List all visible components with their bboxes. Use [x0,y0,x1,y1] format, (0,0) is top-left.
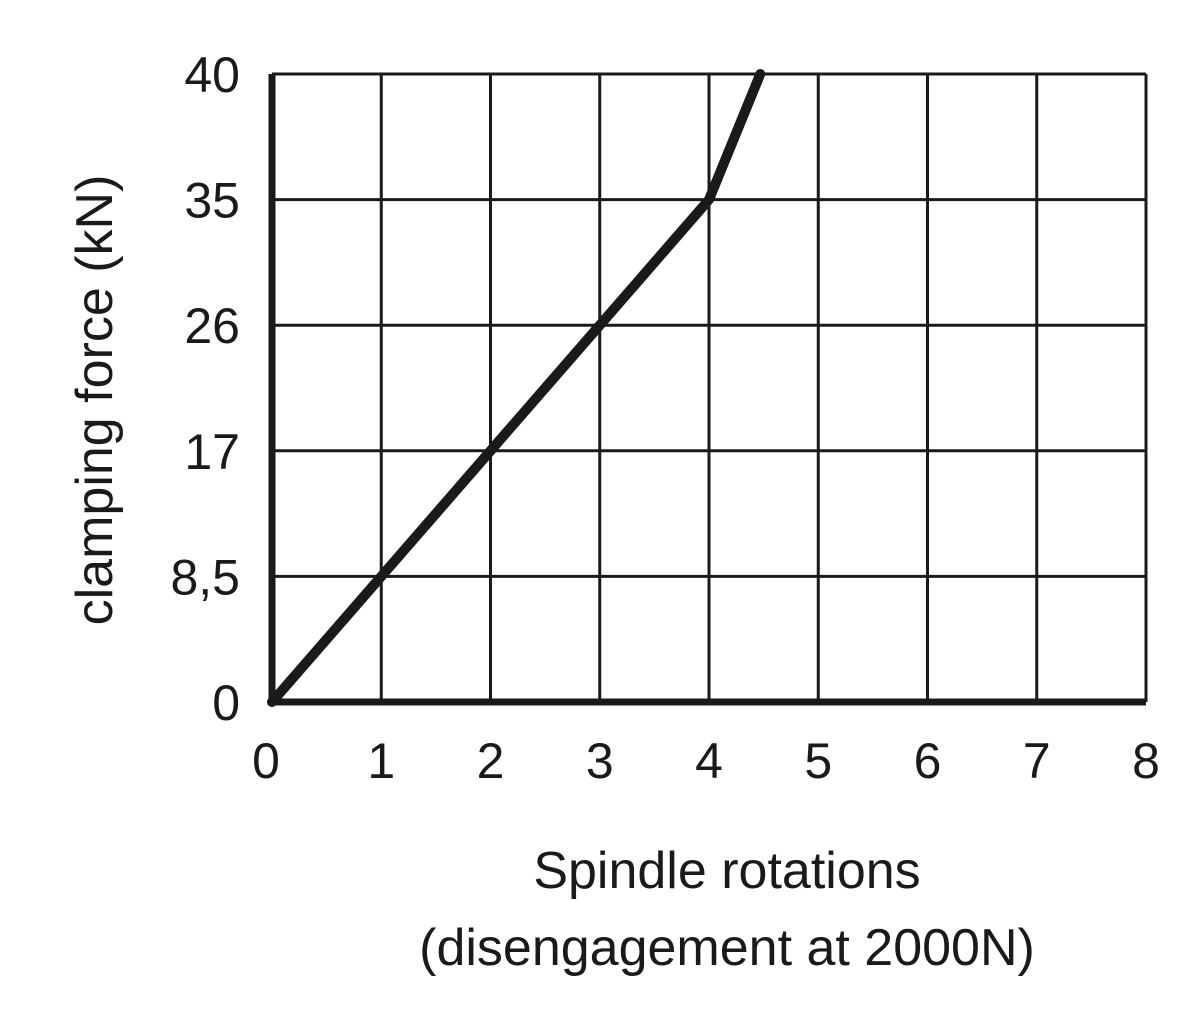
grid [268,72,1148,706]
y-tick-label: 26 [184,298,240,354]
y-tick-labels: 0 8,5 17 26 35 40 [170,47,240,731]
y-tick-label: 8,5 [170,549,240,605]
series-line [267,69,766,707]
y-tick-label: 40 [184,47,240,103]
y-axis-title: clamping force (kN) [66,175,124,626]
x-tick-labels: 0 1 2 3 4 5 6 7 8 [252,733,1160,789]
series-group [267,69,766,707]
x-tick-label: 2 [477,733,505,789]
y-tick-label: 0 [212,675,240,731]
x-tick-label: 6 [914,733,942,789]
x-axis-title-line1: Spindle rotations [533,842,920,900]
x-tick-label: 8 [1132,733,1160,789]
y-tick-label: 35 [184,173,240,229]
x-axis-title-line2: (disengagement at 2000N) [419,919,1035,977]
x-tick-label: 3 [586,733,614,789]
x-tick-label: 4 [695,733,723,789]
x-tick-label: 0 [252,733,280,789]
x-tick-label: 7 [1023,733,1051,789]
x-tick-label: 5 [804,733,832,789]
y-tick-label: 17 [184,424,240,480]
x-tick-label: 1 [367,733,395,789]
